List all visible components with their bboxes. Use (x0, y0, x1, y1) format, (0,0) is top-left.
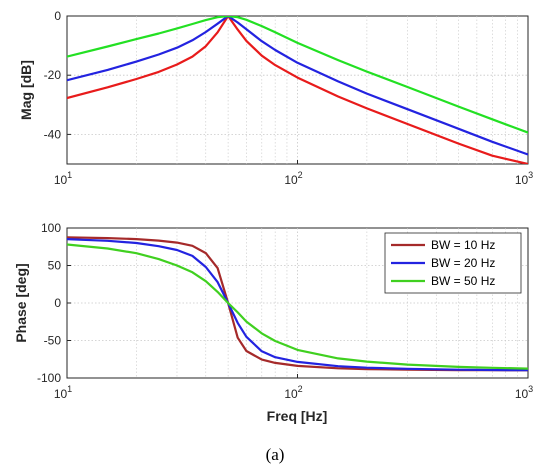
phase-legend: BW = 10 Hz BW = 20 Hz BW = 50 Hz (384, 232, 522, 294)
magnitude-xtick-label: 102 (284, 170, 302, 187)
phase-xtick-label: 102 (284, 384, 302, 401)
figure-caption: (a) (266, 445, 285, 464)
phase-ytick-label: 50 (48, 259, 62, 273)
magnitude-ytick-label: 0 (54, 9, 61, 23)
phase-ytick-label: 100 (41, 221, 61, 235)
phase-series-line-2 (67, 238, 528, 372)
magnitude-series-line-3 (67, 16, 528, 134)
magnitude-ytick-label: -20 (44, 68, 62, 82)
magnitude-xtick-label: 101 (54, 170, 72, 187)
phase-xtick-label: 103 (515, 384, 533, 401)
phase-ytick-label: -50 (44, 334, 62, 348)
phase-ylabel: Phase [deg] (13, 263, 29, 342)
phase-ytick-label: -100 (37, 371, 61, 385)
phase-series-line-3 (67, 243, 528, 370)
magnitude-grid (67, 16, 528, 164)
magnitude-ylabel: Mag [dB] (18, 60, 34, 120)
magnitude-series-line-1 (67, 16, 528, 164)
legend-label-1: BW = 10 Hz (431, 238, 495, 252)
magnitude-xtick-label: 103 (515, 170, 533, 187)
magnitude-series-line-2 (67, 16, 528, 156)
legend-label-2: BW = 20 Hz (431, 256, 495, 270)
phase-xtick-label: 101 (54, 384, 72, 401)
magnitude-series (67, 16, 528, 164)
phase-ytick-label: 0 (54, 296, 61, 310)
magnitude-panel: 0 -20 -40 101 102 103 Mag [dB] (18, 9, 533, 187)
phase-xlabel: Freq [Hz] (267, 408, 328, 424)
phase-series (67, 236, 528, 372)
legend-box (384, 232, 522, 294)
magnitude-ytick-label: -40 (44, 127, 62, 141)
legend-label-3: BW = 50 Hz (431, 274, 495, 288)
